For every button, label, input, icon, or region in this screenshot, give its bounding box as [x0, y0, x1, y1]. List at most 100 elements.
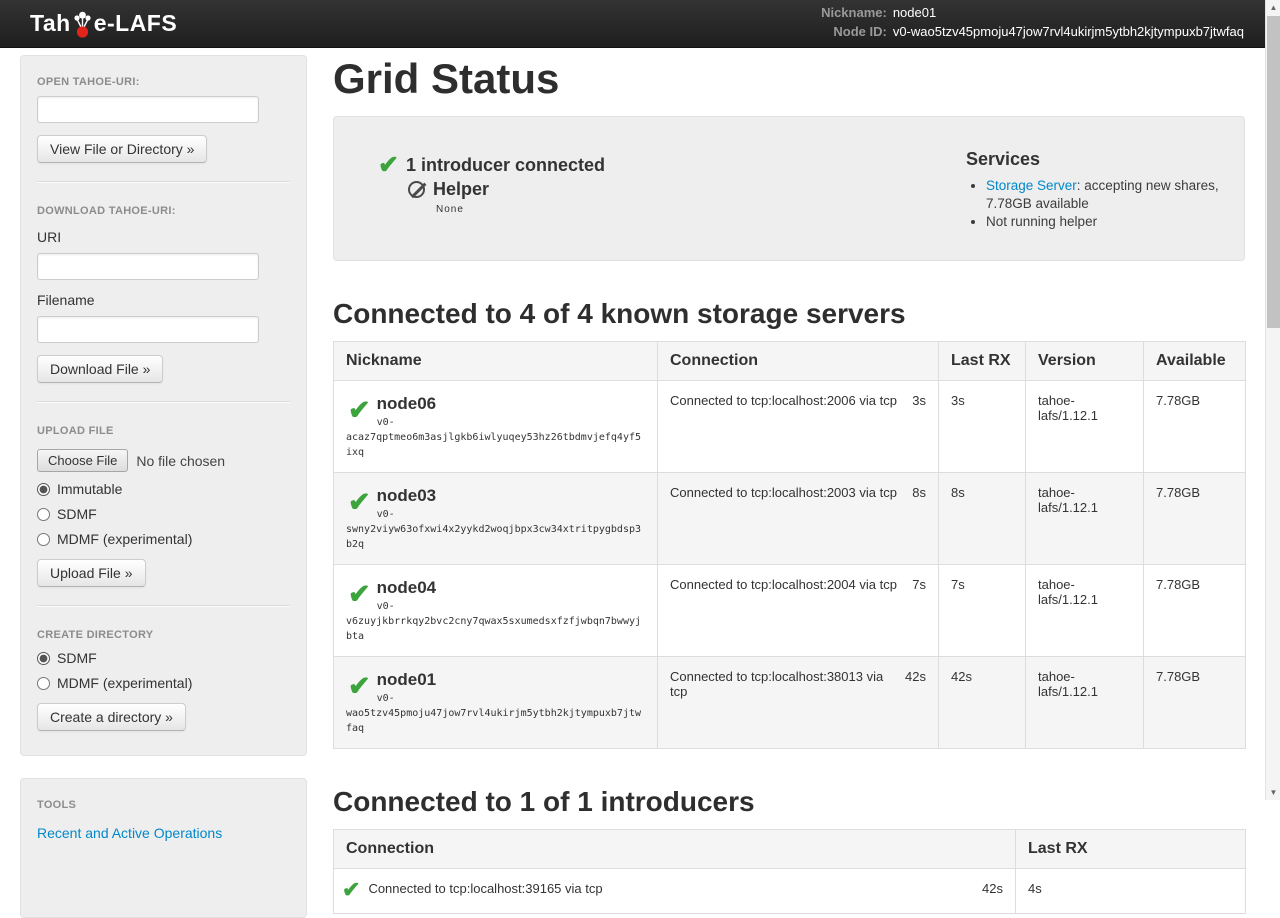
brand-logo[interactable]: Tah e-LAFS — [30, 9, 178, 38]
introducer-status-line: ✔ 1 introducer connected — [378, 151, 605, 179]
introducer-last-rx: 4s — [1015, 868, 1246, 914]
upload-format-immutable[interactable]: Immutable — [37, 481, 290, 497]
server-version: tahoe-lafs/1.12.1 — [1025, 380, 1144, 473]
view-file-button[interactable]: View File or Directory » — [37, 135, 208, 163]
server-connection: Connected to tcp:localhost:38013 via tcp — [670, 669, 884, 699]
upload-mdmf-radio-label: MDMF (experimental) — [57, 531, 193, 547]
col-last-rx: Last RX — [938, 341, 1026, 381]
section-divider — [37, 181, 290, 183]
recent-operations-link[interactable]: Recent and Active Operations — [37, 825, 223, 841]
download-uri-input[interactable] — [37, 253, 259, 280]
page-scrollbar[interactable]: ▲ ▼ — [1265, 0, 1280, 800]
server-node-id: v0-wao5tzv45pmoju47jow7rvl4ukirjm5ytbh2k… — [346, 693, 642, 734]
sidebar: OPEN TAHOE-URI: View File or Directory »… — [20, 55, 307, 918]
sidebar-forms-panel: OPEN TAHOE-URI: View File or Directory »… — [20, 55, 307, 756]
scroll-up-icon[interactable]: ▲ — [1266, 0, 1280, 15]
server-version: tahoe-lafs/1.12.1 — [1025, 656, 1144, 749]
col-version: Version — [1025, 341, 1144, 381]
server-node-id: v0-v6zuyjkbrrkqy2bvc2cny7qwax5sxumedsxfz… — [346, 601, 642, 642]
grid-status-well: ✔ 1 introducer connected Helper None Ser… — [333, 116, 1245, 261]
uri-field-label: URI — [37, 229, 62, 245]
tahoe-tree-icon — [74, 11, 91, 38]
col-last-rx: Last RX — [1015, 829, 1246, 869]
brand-text-post: e-LAFS — [93, 9, 178, 36]
service-helper-item: Not running helper — [986, 213, 1266, 231]
node-id-label: Node ID: — [833, 24, 887, 39]
storage-servers-table: Nickname Connection Last RX Version Avai… — [333, 341, 1246, 749]
download-file-button[interactable]: Download File » — [37, 355, 164, 383]
page-title: Grid Status — [333, 55, 560, 102]
file-chosen-status: No file chosen — [136, 452, 226, 469]
servers-header-row: Nickname Connection Last RX Version Avai… — [333, 341, 1246, 381]
node-id-value: v0-wao5tzv45pmoju47jow7rvl4ukirjm5ytbh2k… — [892, 24, 1244, 39]
server-row: ✔ node03 v0-swny2viyw63ofxwi4x2yykd2woqj… — [333, 472, 1246, 565]
helper-title: Helper — [433, 179, 490, 199]
mkdir-format-mdmf[interactable]: MDMF (experimental) — [37, 675, 290, 691]
connected-check-icon: ✔ — [348, 671, 371, 701]
server-nickname: node01 — [376, 670, 437, 689]
server-connection: Connected to tcp:localhost:2003 via tcp — [670, 485, 897, 500]
open-uri-label: OPEN TAHOE-URI: — [37, 76, 140, 88]
upload-file-label: UPLOAD FILE — [37, 425, 114, 437]
col-available: Available — [1143, 341, 1246, 381]
brand-text-pre: Tah — [30, 9, 71, 36]
introducer-connection: Connected to tcp:localhost:39165 via tcp — [368, 881, 603, 896]
introducer-conn-time: 42s — [982, 881, 1003, 896]
upload-file-button[interactable]: Upload File » — [37, 559, 146, 587]
choose-file-button[interactable]: Choose File — [37, 449, 129, 472]
file-picker: Choose File No file chosen — [37, 449, 290, 472]
introducer-row: ✔ Connected to tcp:localhost:39165 via t… — [333, 868, 1246, 914]
server-node-id: v0-swny2viyw63ofxwi4x2yykd2woqjbpx3cw34x… — [346, 509, 642, 550]
tools-label: TOOLS — [37, 799, 77, 811]
server-node-id: v0-acaz7qptmeo6m3asjlgkb6iwlyuqey53hz26t… — [346, 417, 642, 458]
scrollbar-thumb[interactable] — [1267, 16, 1280, 328]
server-nickname: node06 — [376, 394, 437, 413]
mkdir-format-sdmf[interactable]: SDMF — [37, 650, 290, 666]
connection-status-block: ✔ 1 introducer connected Helper None — [378, 151, 605, 216]
server-available: 7.78GB — [1143, 472, 1246, 565]
create-directory-button[interactable]: Create a directory » — [37, 703, 186, 731]
server-connection: Connected to tcp:localhost:2006 via tcp — [670, 393, 897, 408]
connected-check-icon: ✔ — [342, 877, 361, 902]
introducer-status-text: 1 introducer connected — [405, 154, 605, 175]
server-version: tahoe-lafs/1.12.1 — [1025, 472, 1144, 565]
mkdir-sdmf-radio[interactable] — [37, 651, 50, 665]
mkdir-mdmf-radio-label: MDMF (experimental) — [57, 675, 193, 691]
server-last-rx: 3s — [938, 380, 1026, 473]
mkdir-mdmf-radio[interactable] — [37, 676, 50, 690]
server-conn-time: 3s — [912, 393, 926, 408]
upload-mdmf-radio[interactable] — [37, 532, 50, 546]
col-connection: Connection — [333, 829, 1016, 869]
server-nickname: node04 — [376, 578, 437, 597]
server-last-rx: 42s — [938, 656, 1026, 749]
nickname-value: node01 — [892, 5, 937, 20]
connected-check-icon: ✔ — [348, 395, 371, 425]
server-conn-time: 8s — [912, 485, 926, 500]
server-row: ✔ node06 v0-acaz7qptmeo6m3asjlgkb6iwlyuq… — [333, 380, 1246, 473]
col-nickname: Nickname — [333, 341, 658, 381]
helper-status-line: Helper — [408, 179, 605, 200]
introducers-table: Connection Last RX ✔ Connected to tcp:lo… — [333, 829, 1246, 914]
node-identity: Nickname: node01 Node ID: v0-wao5tzv45pm… — [821, 5, 1244, 39]
upload-format-sdmf[interactable]: SDMF — [37, 506, 290, 522]
immutable-radio[interactable] — [37, 482, 50, 496]
server-conn-time: 42s — [905, 669, 926, 684]
open-uri-input[interactable] — [37, 96, 259, 123]
upload-format-mdmf[interactable]: MDMF (experimental) — [37, 531, 290, 547]
storage-server-link[interactable]: Storage Server — [986, 178, 1077, 193]
server-version: tahoe-lafs/1.12.1 — [1025, 564, 1144, 657]
upload-sdmf-radio[interactable] — [37, 507, 50, 521]
scroll-down-icon[interactable]: ▼ — [1266, 785, 1280, 800]
download-filename-input[interactable] — [37, 316, 259, 343]
section-divider — [37, 401, 290, 403]
servers-heading: Connected to 4 of 4 known storage server… — [333, 298, 906, 329]
tools-panel: TOOLS Recent and Active Operations — [20, 778, 307, 918]
server-available: 7.78GB — [1143, 380, 1246, 473]
server-row: ✔ node01 v0-wao5tzv45pmoju47jow7rvl4ukir… — [333, 656, 1246, 749]
introducers-header-row: Connection Last RX — [333, 829, 1246, 869]
connected-check-icon: ✔ — [378, 151, 399, 179]
server-connection: Connected to tcp:localhost:2004 via tcp — [670, 577, 897, 592]
filename-field-label: Filename — [37, 292, 95, 308]
immutable-radio-label: Immutable — [57, 481, 123, 497]
connected-check-icon: ✔ — [348, 487, 371, 517]
